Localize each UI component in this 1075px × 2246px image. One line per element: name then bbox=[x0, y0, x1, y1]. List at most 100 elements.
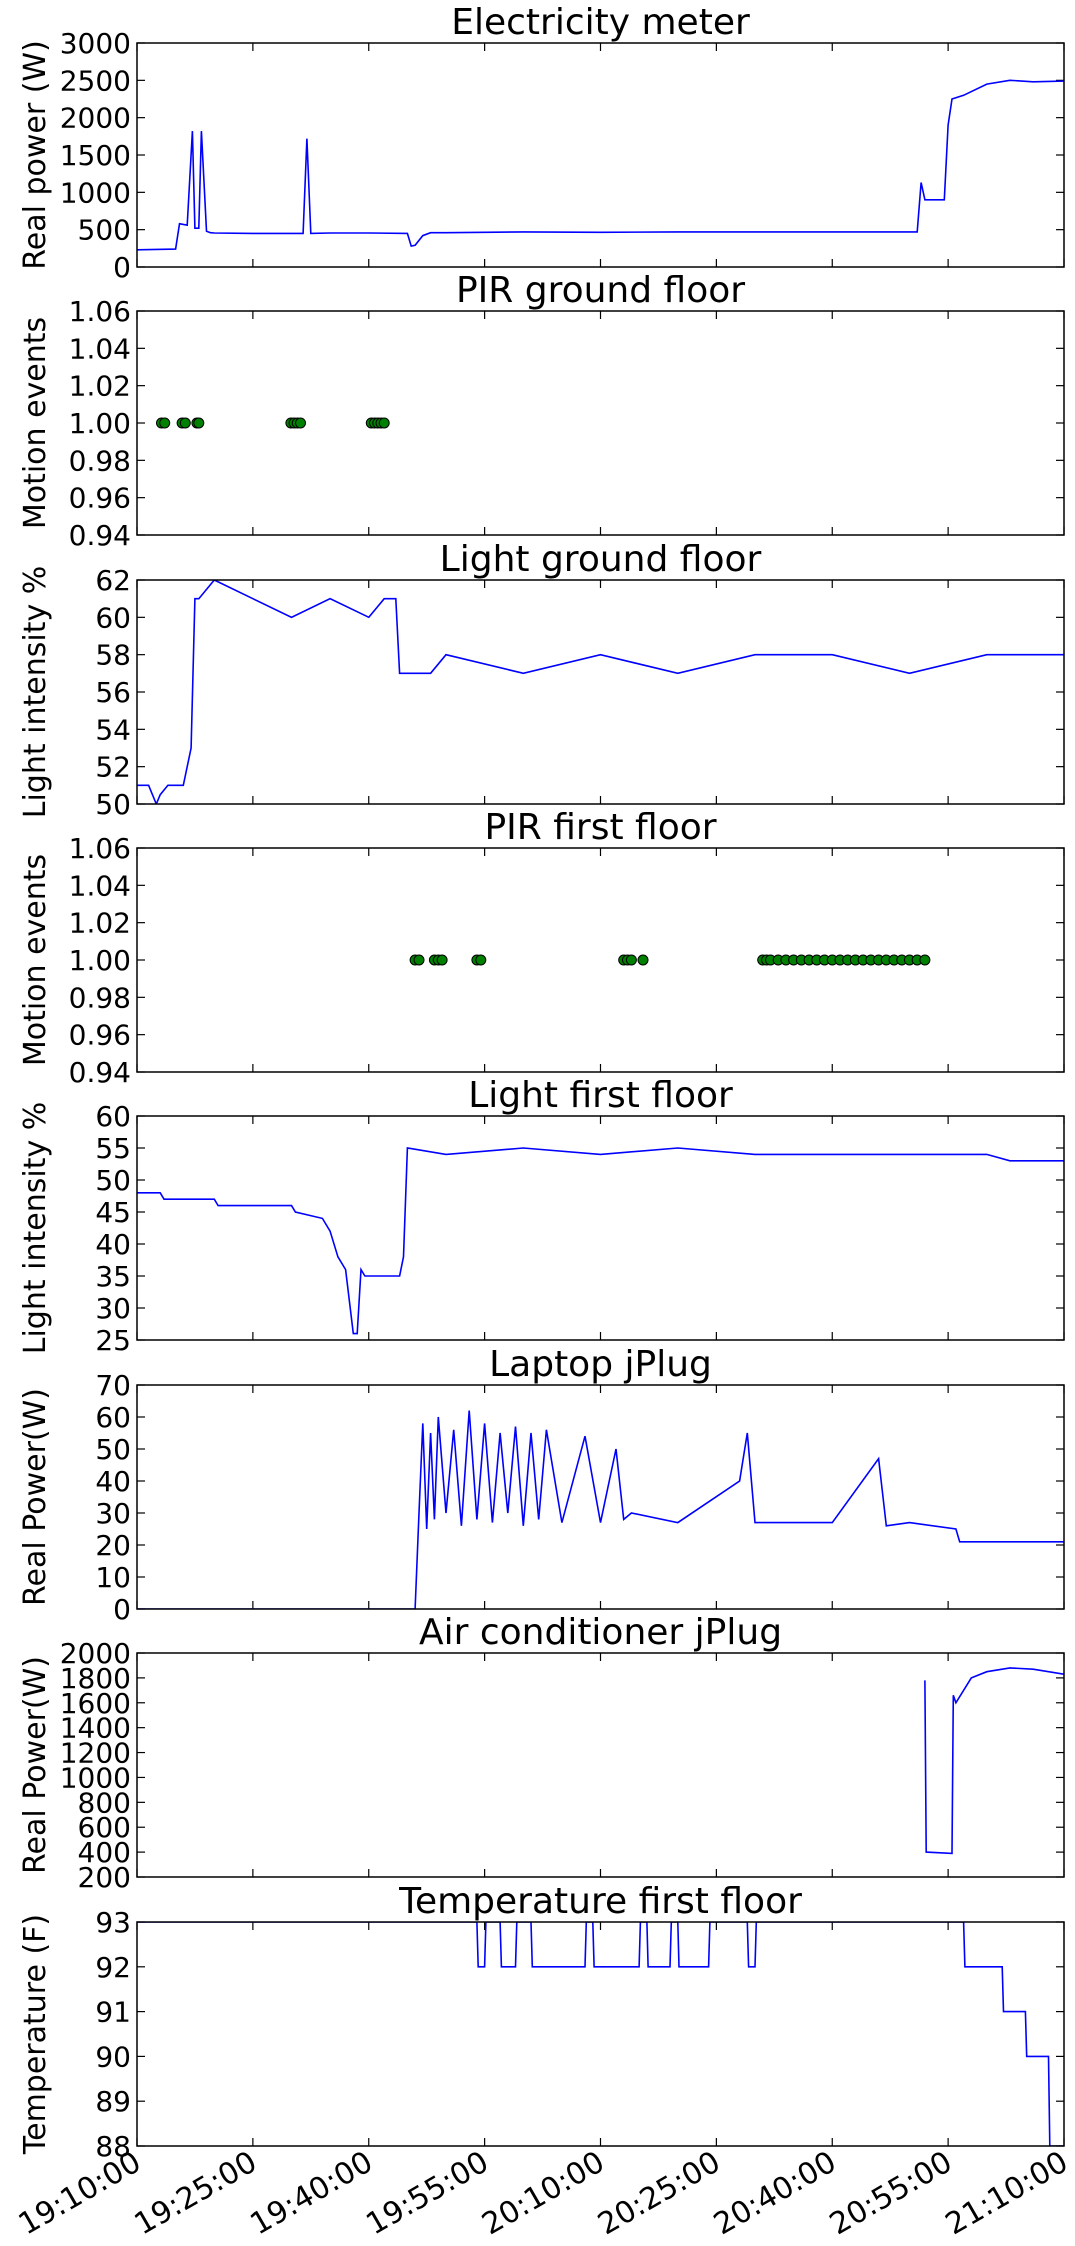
y-tick-label: 0 bbox=[113, 1593, 131, 1626]
panel-3: Light ground floor Light intensity % 50 52 5… bbox=[18, 539, 1065, 821]
y-tick-label: 0.98 bbox=[69, 981, 131, 1014]
y-tick-label: 0.94 bbox=[69, 1056, 131, 1089]
y-axis-label: Light intensity % bbox=[18, 1102, 53, 1355]
series-line bbox=[137, 1410, 1064, 1609]
data-point bbox=[436, 954, 448, 966]
y-tick-label: 70 bbox=[95, 1369, 131, 1402]
y-tick-label: 2000 bbox=[60, 102, 131, 135]
y-tick-label: 60 bbox=[95, 601, 131, 634]
plot-frame bbox=[136, 847, 1065, 1073]
y-tick-label: 1000 bbox=[60, 1761, 131, 1794]
panel-title: PIR first floor bbox=[484, 807, 716, 848]
y-tick-label: 0.94 bbox=[69, 519, 131, 552]
y-tick-label: 50 bbox=[95, 788, 131, 821]
plot-frame bbox=[136, 42, 1065, 268]
y-axis-label: Light intensity % bbox=[18, 566, 53, 819]
y-tick-label: 92 bbox=[95, 1951, 131, 1984]
series-line bbox=[137, 1147, 1064, 1335]
x-tick-label: 20:55:00 bbox=[824, 2145, 958, 2243]
y-tick-label: 1.04 bbox=[69, 869, 131, 902]
panel-8: Temperature first floor Temperature (F) 88… bbox=[18, 1881, 1065, 2163]
y-tick-label: 56 bbox=[95, 676, 131, 709]
y-tick-label: 1.06 bbox=[69, 832, 131, 865]
data-point bbox=[179, 417, 191, 429]
panel-title: Light ground floor bbox=[440, 539, 762, 580]
panel-1: Electricity meter Real power (W) 0 500 1000 1… bbox=[18, 2, 1065, 284]
y-tick-label: 58 bbox=[95, 639, 131, 672]
y-tick-label: 40 bbox=[95, 1228, 131, 1261]
x-tick-label: 19:25:00 bbox=[129, 2145, 263, 2243]
series-line bbox=[137, 79, 1064, 251]
plot-frame bbox=[136, 1652, 1065, 1878]
y-tick-label: 1400 bbox=[60, 1712, 131, 1745]
series-line bbox=[137, 1922, 1064, 2146]
y-tick-label: 88 bbox=[95, 2130, 131, 2163]
y-tick-label: 1.04 bbox=[69, 332, 131, 365]
y-tick-label: 2500 bbox=[60, 64, 131, 97]
data-point bbox=[413, 954, 425, 966]
y-tick-label: 20 bbox=[95, 1529, 131, 1562]
data-point bbox=[159, 417, 171, 429]
y-tick-label: 800 bbox=[78, 1786, 131, 1819]
y-tick-label: 45 bbox=[95, 1196, 131, 1229]
y-tick-label: 1.00 bbox=[69, 407, 131, 440]
panel-title: Electricity meter bbox=[451, 2, 750, 43]
y-tick-label: 52 bbox=[95, 751, 131, 784]
y-tick-label: 89 bbox=[95, 2085, 131, 2118]
y-tick-label: 62 bbox=[95, 564, 131, 597]
panel-title: Light first floor bbox=[468, 1075, 733, 1116]
panel-4: PIR first floor Motion events 0.94 0.96 0.98… bbox=[18, 807, 1065, 1089]
data-point bbox=[295, 417, 306, 429]
y-tick-label: 1.06 bbox=[69, 295, 131, 328]
y-tick-label: 0.96 bbox=[69, 1019, 131, 1052]
plot-frame bbox=[136, 1921, 1065, 2147]
panel-title: Temperature first floor bbox=[398, 1881, 802, 1922]
x-tick-label: 20:40:00 bbox=[708, 2145, 842, 2243]
y-tick-label: 60 bbox=[95, 1100, 131, 1133]
x-tick-label: 19:55:00 bbox=[360, 2145, 494, 2243]
y-axis-label: Real Power(W) bbox=[18, 1388, 53, 1606]
panel-title: PIR ground floor bbox=[456, 270, 745, 311]
series-line bbox=[137, 580, 1064, 804]
data-point bbox=[193, 417, 205, 429]
y-tick-label: 35 bbox=[95, 1260, 131, 1293]
data-point bbox=[625, 954, 637, 966]
y-tick-label: 3000 bbox=[60, 27, 131, 60]
y-tick-label: 1800 bbox=[60, 1662, 131, 1695]
y-tick-label: 91 bbox=[95, 1996, 131, 2029]
y-tick-label: 60 bbox=[95, 1401, 131, 1434]
x-tick-label: 19:10:00 bbox=[13, 2145, 147, 2243]
y-tick-label: 600 bbox=[78, 1811, 131, 1844]
plot-frame bbox=[136, 310, 1065, 536]
data-point bbox=[378, 417, 390, 429]
y-tick-label: 50 bbox=[95, 1433, 131, 1466]
panel-2: PIR ground floor Motion events 0.94 0.96 0.9… bbox=[18, 270, 1065, 552]
y-tick-label: 1.00 bbox=[69, 944, 131, 977]
y-tick-label: 40 bbox=[95, 1465, 131, 1498]
y-axis-label: Motion events bbox=[18, 854, 53, 1066]
y-tick-label: 400 bbox=[78, 1836, 131, 1869]
y-axis-label: Real Power(W) bbox=[18, 1656, 53, 1874]
panel-title: Laptop jPlug bbox=[489, 1344, 712, 1385]
panel-title: Air conditioner jPlug bbox=[419, 1612, 782, 1653]
y-tick-label: 200 bbox=[78, 1861, 131, 1894]
y-tick-label: 50 bbox=[95, 1164, 131, 1197]
y-tick-label: 0.96 bbox=[69, 482, 131, 515]
x-tick-label: 20:25:00 bbox=[592, 2145, 726, 2243]
y-tick-label: 54 bbox=[95, 713, 131, 746]
y-tick-label: 1500 bbox=[60, 139, 131, 172]
data-point bbox=[475, 954, 487, 966]
plot-frame bbox=[136, 1115, 1065, 1341]
y-tick-label: 25 bbox=[95, 1324, 131, 1357]
y-tick-label: 500 bbox=[78, 214, 131, 247]
y-tick-label: 90 bbox=[95, 2040, 131, 2073]
y-tick-label: 1.02 bbox=[69, 370, 131, 403]
x-tick-label: 21:10:00 bbox=[940, 2145, 1074, 2243]
y-tick-label: 30 bbox=[95, 1292, 131, 1325]
y-tick-label: 0.98 bbox=[69, 444, 131, 477]
data-point bbox=[637, 954, 649, 966]
y-tick-label: 55 bbox=[95, 1132, 131, 1165]
